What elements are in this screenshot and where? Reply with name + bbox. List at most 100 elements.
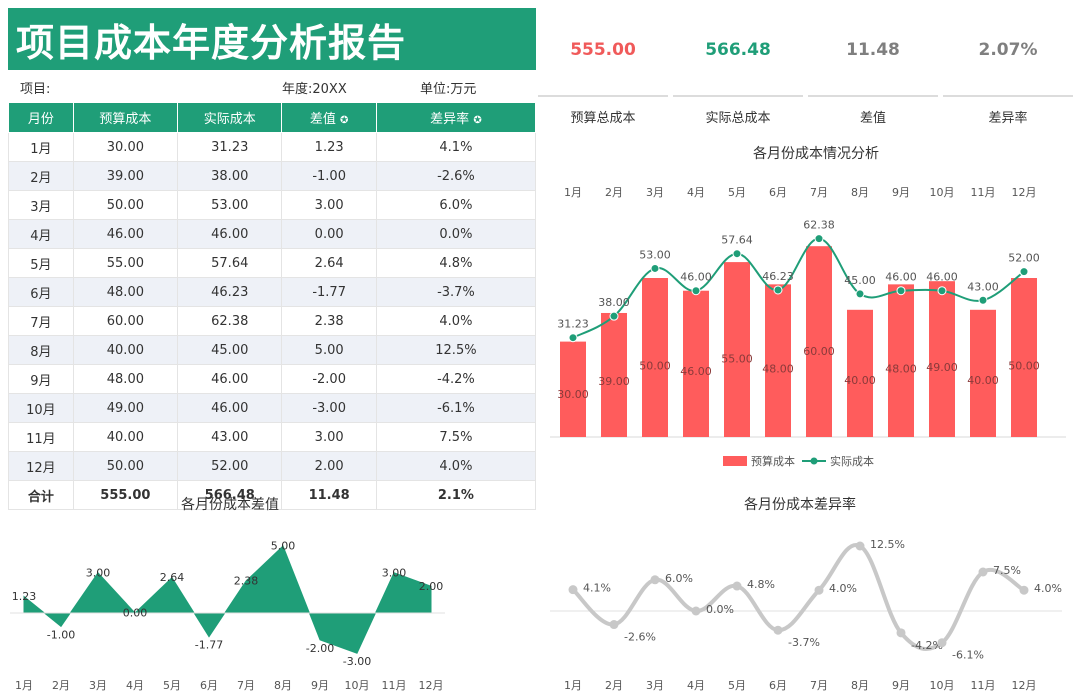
diff-data-label: 1.23 [12,590,37,603]
x-tick-label: 2月 [605,186,623,199]
table-cell: 53.00 [177,190,283,220]
kpi-divider [538,95,668,97]
table-cell: 40.00 [72,335,179,365]
cost-table: 月份 预算成本 实际成本 差值 ✪ 差异率 ✪ 1月 30.00 31.23 1.23… [8,102,537,510]
diff-data-label: -1.77 [195,639,223,652]
table-row: 4月 46.00 46.00 0.00 0.0% [8,219,537,249]
kpi-value: 555.00 [570,40,636,60]
kpi-divider [808,95,938,97]
x-tick-label: 11月 [971,679,996,692]
table-cell: 4.8% [375,248,537,278]
budget-data-label: 40.00 [967,374,999,387]
rate-data-label: 4.8% [747,578,775,591]
diff-data-label: -3.00 [343,655,371,668]
budget-data-label: 60.00 [803,345,835,358]
rate-data-label: 6.0% [665,572,693,585]
diff-data-label: 3.00 [382,566,407,579]
rate-data-label: 7.5% [993,564,1021,577]
info-bar: 项目: 年度:20XX 单位:万元 [8,74,536,100]
table-row: 3月 50.00 53.00 3.00 6.0% [8,190,537,220]
table-cell: 1.23 [281,132,377,162]
x-tick-label: 2月 [605,679,623,692]
rate-point [978,567,988,577]
kpi-value: 11.48 [846,40,900,60]
budget-bar [888,284,914,437]
table-cell: 10月 [8,393,74,423]
x-tick-label: 6月 [769,186,787,199]
diff-data-label: -2.00 [306,642,334,655]
table-row: 2月 39.00 38.00 -1.00 -2.6% [8,161,537,191]
actual-point [773,285,783,295]
table-cell: -6.1% [375,393,537,423]
table-row: 12月 50.00 52.00 2.00 4.0% [8,451,537,481]
table-row: 6月 48.00 46.23 -1.77 -3.7% [8,277,537,307]
diff-data-label: 0.00 [123,607,148,620]
kpi-value: 2.07% [978,40,1038,60]
actual-data-label: 43.00 [967,280,999,293]
actual-data-label: 31.23 [557,318,589,331]
x-tick-label: 5月 [728,679,746,692]
rate-point [937,638,947,648]
table-cell: 5.00 [281,335,377,365]
x-tick-label: 1月 [564,186,582,199]
table-cell: 3月 [8,190,74,220]
budget-bar [806,246,832,437]
x-tick-label: 7月 [810,679,828,692]
table-cell: 12.5% [375,335,537,365]
actual-data-label: 45.00 [844,274,876,287]
x-tick-label: 6月 [769,679,787,692]
table-cell: -2.6% [375,161,537,191]
table-row: 10月 49.00 46.00 -3.00 -6.1% [8,393,537,423]
actual-point [896,286,906,296]
title-banner: 项目成本年度分析报告 [8,8,536,70]
total-cell: 合计 [8,480,74,510]
rate-data-label: 4.0% [1034,582,1062,595]
table-cell: 46.23 [177,277,283,307]
diff-data-label: -1.00 [47,628,75,641]
budget-bar [970,309,996,437]
table-cell: 1月 [8,132,74,162]
rate-point [814,585,824,595]
x-tick-label: 9月 [311,679,329,692]
budget-data-label: 49.00 [926,361,958,374]
x-tick-label: 5月 [728,186,746,199]
x-tick-label: 4月 [687,186,705,199]
kpi-label: 实际总成本 [705,111,771,126]
table-cell: 11月 [8,422,74,452]
table-cell: -3.00 [281,393,377,423]
table-row: 7月 60.00 62.38 2.38 4.0% [8,306,537,336]
table-cell: 31.23 [177,132,283,162]
rate-line-chart: 4.1% 1月 -2.6% 2月 6.0% 3月 0.0% 4月 4.8% 5月 -3.7% 6月 4.… [550,538,1062,692]
budget-bar [642,278,668,437]
actual-point [568,333,578,343]
diff-area-chart: 1.23 1月 -1.00 2月 3.00 3月 0.00 4月 2.64 5月 -1.77 6月 2.… [10,540,445,692]
x-tick-label: 3月 [89,679,107,692]
report-title: 项目成本年度分析报告 [16,21,407,65]
x-tick-label: 6月 [200,679,218,692]
table-row: 11月 40.00 43.00 3.00 7.5% [8,422,537,452]
x-tick-label: 1月 [564,679,582,692]
legend-budget-swatch [723,456,747,466]
actual-point [978,295,988,305]
table-cell: -1.77 [281,277,377,307]
table-cell: 4.1% [375,132,537,162]
diff-data-label: 2.38 [234,575,259,588]
budget-data-label: 46.00 [680,365,712,378]
table-cell: 38.00 [177,161,283,191]
table-cell: 45.00 [177,335,283,365]
table-cell: 12月 [8,451,74,481]
table-cell: 8月 [8,335,74,365]
table-cell: -4.2% [375,364,537,394]
x-tick-label: 8月 [851,679,869,692]
budget-bar [847,309,873,437]
rate-point [568,585,578,595]
table-cell: 2月 [8,161,74,191]
table-cell: 9月 [8,364,74,394]
diff-chart-title: 各月份成本差值 [181,497,279,513]
table-row: 1月 30.00 31.23 1.23 4.1% [8,132,537,162]
budget-bar [929,281,955,437]
diff-area [23,545,432,654]
year-label: 年度:20XX [282,82,347,97]
table-cell: 3.00 [281,190,377,220]
actual-point [609,311,619,321]
